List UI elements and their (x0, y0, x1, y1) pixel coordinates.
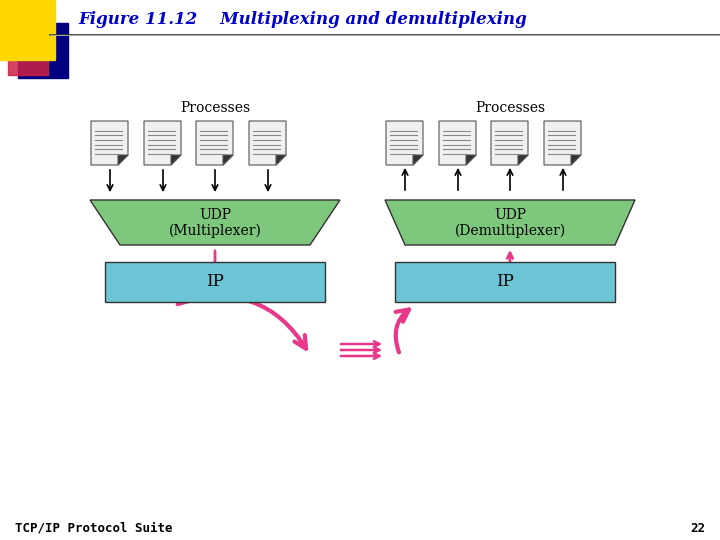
Bar (18, 23, 68, 78)
Polygon shape (223, 155, 233, 165)
Polygon shape (518, 155, 528, 165)
Polygon shape (171, 155, 181, 165)
Polygon shape (90, 200, 340, 245)
Polygon shape (118, 155, 128, 165)
Text: UDP
(Multiplexer): UDP (Multiplexer) (168, 208, 261, 238)
FancyBboxPatch shape (105, 262, 325, 302)
Polygon shape (249, 121, 286, 165)
Text: UDP
(Demultiplexer): UDP (Demultiplexer) (454, 208, 566, 238)
Text: 22: 22 (690, 522, 705, 535)
Bar (0, 0, 55, 60)
Polygon shape (544, 121, 581, 165)
Polygon shape (386, 121, 423, 165)
Polygon shape (491, 121, 528, 165)
Polygon shape (276, 155, 286, 165)
Polygon shape (196, 121, 233, 165)
Bar (8, 37, 48, 75)
Text: IP: IP (496, 273, 514, 291)
FancyBboxPatch shape (395, 262, 615, 302)
Polygon shape (91, 121, 128, 165)
Text: IP: IP (206, 273, 224, 291)
Polygon shape (144, 121, 181, 165)
Polygon shape (571, 155, 581, 165)
Text: Processes: Processes (180, 101, 250, 115)
Text: TCP/IP Protocol Suite: TCP/IP Protocol Suite (15, 522, 173, 535)
Text: Processes: Processes (475, 101, 545, 115)
Text: Figure 11.12    Multiplexing and demultiplexing: Figure 11.12 Multiplexing and demultiple… (78, 11, 527, 29)
Polygon shape (439, 121, 476, 165)
Polygon shape (413, 155, 423, 165)
Polygon shape (385, 200, 635, 245)
Polygon shape (466, 155, 476, 165)
